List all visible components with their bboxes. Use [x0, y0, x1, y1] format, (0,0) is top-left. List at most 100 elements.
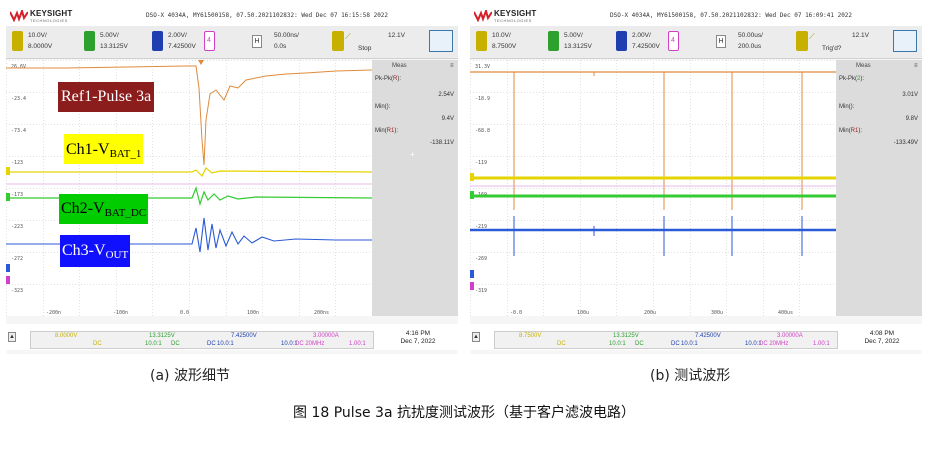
clock-time: 4:08 PM	[869, 330, 895, 337]
meas-1-label: Pk-Pk(R):	[375, 76, 402, 82]
expand-button[interactable]: ▲	[472, 332, 480, 342]
ch2-ratio: 10.0:1	[681, 341, 698, 347]
trace-ch3-spikes	[513, 216, 803, 256]
trigger-button[interactable]	[796, 31, 808, 51]
status-bar: ▲ 8.7500V 13.3125V 7.42500V 3.00000A DC …	[470, 324, 922, 350]
x-axis-labels: -0.0 100u 200u 300u 400us	[510, 310, 793, 316]
caption-b: (b) 测试波形	[650, 368, 731, 384]
ch4-coupling: DC 20MHz	[295, 341, 325, 347]
ch3-scale: 2.00V/	[168, 32, 187, 39]
brand-name: KEYSIGHT	[494, 9, 537, 18]
ch1-button[interactable]	[476, 31, 487, 51]
trace-group	[6, 65, 372, 253]
ch2-scale: 5.00V/	[100, 32, 119, 39]
annotation-ch3: Ch3-VOUT	[60, 235, 131, 267]
ch3-offset: 7.42500V	[632, 43, 660, 50]
measurement-panel: Meas ≡ Pk-Pk(R): 2.54V Min(): 9.4V Min(R…	[372, 60, 458, 316]
ch1-coupling: DC	[557, 341, 566, 347]
horizontal-button[interactable]: H	[716, 35, 726, 48]
waveform-graph: 31.3V-18.9-68.8-119-169-219-269-319 -0.0…	[470, 60, 836, 316]
x-tick-label: -200n	[46, 310, 61, 316]
meas-1-label: Pk-Pk(2):	[839, 76, 865, 82]
ch1-offset: 8.0000V	[28, 43, 53, 50]
y-tick-label: -123	[11, 160, 23, 166]
keysight-wave-icon	[474, 10, 492, 22]
ch1-ratio: 10.0:1	[609, 341, 626, 347]
ch2-status-value: 13.3125V	[149, 333, 175, 339]
add-measurement-icon[interactable]: +	[410, 150, 415, 159]
ch2-coupling: DC	[171, 341, 180, 347]
ch4-ratio: 1.00:1	[349, 341, 366, 347]
meas-close-icon[interactable]: ≡	[450, 63, 454, 69]
ch1-status-value: 8.7500V	[519, 333, 542, 339]
y-tick-label: -323	[11, 288, 23, 294]
x-tick-label: 400us	[778, 310, 793, 316]
y-tick-label: -223	[11, 224, 23, 230]
meas-3-value: -138.11V	[430, 140, 454, 146]
meas-3-label: Min(R1):	[839, 128, 863, 134]
ch2-button[interactable]	[548, 31, 559, 51]
navigation-icon[interactable]	[893, 30, 917, 52]
ch3-scale: 2.00V/	[632, 32, 651, 39]
annotation-ref1: Ref1-Pulse 3a	[58, 82, 155, 112]
instrument-info: DSO-X 4034A, MY61500158, 07.50.202110283…	[610, 12, 853, 19]
meas-2-value: 9.8V	[905, 116, 918, 122]
ch4-ratio: 1.00:1	[813, 341, 830, 347]
x-tick-label: 0.0	[180, 310, 189, 316]
meas-2-value: 9.4V	[441, 116, 454, 122]
expand-button[interactable]: ▲	[8, 332, 16, 342]
ch3-offset: 7.42500V	[168, 43, 196, 50]
ch2-ratio: 10.0:1	[217, 341, 234, 347]
trigger-button[interactable]	[332, 31, 344, 51]
y-tick-label: -219	[475, 224, 487, 230]
x-tick-label: 100n	[247, 310, 259, 316]
meas-3-label: Min(R1):	[375, 128, 399, 134]
scope-screenshot-a: KEYSIGHT TECHNOLOGIES DSO-X 4034A, MY615…	[6, 6, 458, 354]
ch2-status-value: 13.3125V	[613, 333, 639, 339]
status-bar: ▲ 8.0000V 13.3125V 7.42500V 3.00000A DC …	[6, 324, 458, 350]
y-tick-label: -269	[475, 256, 487, 262]
graticule	[470, 60, 836, 316]
ch1-scale: 10.0V/	[492, 32, 511, 39]
clock-time: 4:16 PM	[405, 330, 431, 337]
y-tick-label: -73.4	[11, 128, 26, 134]
ch4-button[interactable]: 4	[204, 31, 215, 51]
ch2-scale: 5.00V/	[564, 32, 583, 39]
ch3-coupling: DC	[671, 341, 680, 347]
keysight-logo: KEYSIGHT TECHNOLOGIES	[474, 9, 594, 25]
annotation-ch2: Ch2-VBAT_DC	[59, 194, 149, 224]
meas-close-icon[interactable]: ≡	[914, 63, 918, 69]
trigger-level: 12.1V	[388, 32, 405, 39]
x-axis-labels: -200n -100n 0.0 100n 200ns	[46, 310, 329, 316]
channel-toolbar: 10.0V/ 8.0000V 5.00V/ 13.3125V 2.00V/ 7.…	[6, 26, 458, 59]
ch2-button[interactable]	[84, 31, 95, 51]
ch3-ratio: 10.0:1	[745, 341, 762, 347]
brand-subtitle: TECHNOLOGIES	[494, 18, 532, 23]
ch3-button[interactable]	[152, 31, 163, 51]
ch4-button[interactable]: 4	[668, 31, 679, 51]
meas-title: Meas	[856, 63, 871, 69]
horizontal-button[interactable]: H	[252, 35, 262, 48]
ch1-button[interactable]	[12, 31, 23, 51]
meas-header: Meas ≡	[372, 62, 458, 72]
trigger-status: Stop	[358, 45, 372, 52]
y-tick-label: -272	[11, 256, 23, 262]
trace-group	[470, 71, 836, 256]
ch1-scale: 10.0V/	[28, 32, 47, 39]
brand-subtitle: TECHNOLOGIES	[30, 18, 68, 23]
scope-screenshot-b: KEYSIGHT TECHNOLOGIES DSO-X 4034A, MY615…	[470, 6, 922, 354]
ch3-coupling: DC	[207, 341, 216, 347]
trace-ch1	[6, 167, 372, 178]
annotation-ch1: Ch1-VBAT_1	[64, 134, 144, 164]
clock-date: Dec 7, 2022	[864, 338, 900, 345]
keysight-wave-icon	[10, 10, 28, 22]
navigation-icon[interactable]	[429, 30, 453, 52]
ch3-ratio: 10.0:1	[281, 341, 298, 347]
keysight-logo: KEYSIGHT TECHNOLOGIES	[10, 9, 130, 25]
ch2-offset: 13.3125V	[100, 43, 128, 50]
brand-name: KEYSIGHT	[30, 9, 73, 18]
meas-2-label: Min():	[839, 104, 855, 110]
channel-status-strip: 8.7500V 13.3125V 7.42500V 3.00000A DC DC…	[494, 331, 838, 349]
ch1-ratio: 10.0:1	[145, 341, 162, 347]
ch3-button[interactable]	[616, 31, 627, 51]
